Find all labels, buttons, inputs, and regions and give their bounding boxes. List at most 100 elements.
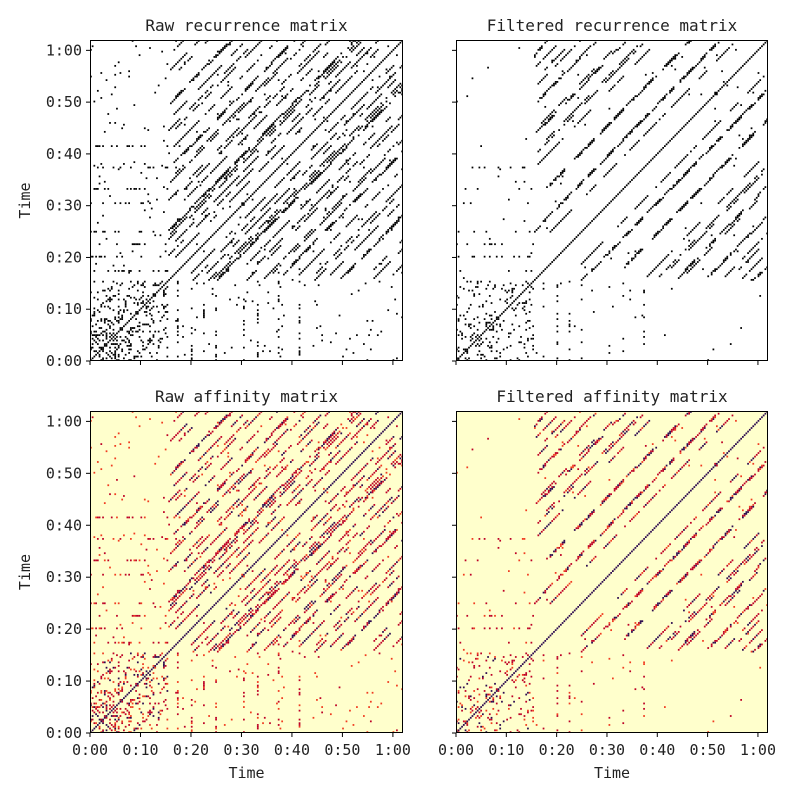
matrix-cell [207, 176, 209, 178]
matrix-cell [354, 104, 356, 106]
matrix-cell [524, 290, 526, 292]
matrix-cell [683, 174, 685, 176]
matrix-cell [104, 715, 106, 717]
matrix-cell [728, 47, 730, 49]
matrix-cell [354, 201, 356, 203]
matrix-cell [203, 309, 205, 311]
matrix-cell [250, 220, 252, 222]
matrix-cell [288, 188, 290, 190]
matrix-cell [194, 108, 196, 110]
matrix-cell [247, 54, 249, 56]
matrix-cell [558, 176, 560, 178]
matrix-cell [567, 195, 569, 197]
matrix-cell [505, 309, 507, 311]
matrix-cell [619, 242, 621, 244]
matrix-cell [593, 44, 595, 46]
matrix-cell [353, 49, 355, 51]
matrix-cell [335, 76, 337, 78]
matrix-cell [330, 63, 332, 65]
matrix-cell [484, 256, 486, 258]
matrix-cell [386, 201, 388, 203]
matrix-cell [248, 86, 250, 88]
matrix-cell [311, 208, 313, 210]
matrix-cell [123, 309, 125, 311]
matrix-cell [726, 161, 728, 163]
matrix-cell [543, 95, 545, 97]
matrix-cell [231, 102, 233, 104]
matrix-cell [398, 92, 400, 94]
matrix-cell [661, 261, 663, 263]
matrix-cell [213, 136, 215, 138]
matrix-cell [328, 190, 330, 192]
matrix-cell [570, 95, 572, 97]
matrix-cell [304, 215, 306, 217]
matrix-cell [325, 229, 327, 231]
matrix-cell [335, 252, 337, 254]
matrix-cell [311, 133, 313, 135]
matrix-cell [177, 290, 179, 292]
matrix-cell [179, 252, 181, 254]
matrix-cell [330, 138, 332, 140]
matrix-cell [139, 188, 141, 190]
matrix-cell [217, 197, 219, 199]
matrix-cell [496, 316, 498, 318]
matrix-cell [316, 83, 318, 85]
matrix-cell [386, 136, 388, 138]
matrix-cell [293, 110, 295, 112]
matrix-cell [172, 231, 174, 233]
matrix-cell [723, 259, 725, 261]
matrix-cell [196, 201, 198, 203]
matrix-cell [340, 199, 342, 201]
matrix-cell [596, 247, 598, 249]
matrix-cell [396, 206, 398, 208]
matrix-cell [664, 334, 666, 336]
matrix-cell [588, 99, 590, 101]
matrix-cell [706, 102, 708, 104]
matrix-cell [337, 154, 339, 156]
matrix-cell [638, 252, 640, 254]
matrix-cell [459, 270, 461, 272]
matrix-cell [245, 104, 247, 106]
matrix-cell [337, 206, 339, 208]
matrix-cell [302, 206, 304, 208]
matrix-cell [286, 270, 288, 272]
matrix-cell [191, 357, 193, 359]
matrix-cell [335, 188, 337, 190]
matrix-cell [240, 56, 242, 58]
matrix-cell [200, 247, 202, 249]
matrix-cell [465, 350, 467, 352]
matrix-cell [139, 54, 141, 56]
matrix-cell [583, 149, 585, 151]
matrix-cell [340, 263, 342, 265]
matrix-cell [316, 272, 318, 274]
matrix-cell [761, 170, 763, 172]
matrix-cell [236, 193, 238, 195]
matrix-cell [351, 51, 353, 53]
matrix-cell [459, 315, 461, 317]
matrix-cell [602, 242, 604, 244]
matrix-cell [250, 245, 252, 247]
matrix-cell [718, 122, 720, 124]
matrix-cell [210, 61, 212, 63]
matrix-cell [631, 147, 633, 149]
matrix-cell [314, 279, 316, 281]
matrix-cell [733, 224, 735, 226]
matrix-cell [693, 227, 695, 229]
matrix-cell [752, 266, 754, 268]
matrix-cell [761, 174, 763, 176]
matrix-cell [154, 331, 156, 333]
matrix-cell [280, 229, 282, 231]
matrix-cell [107, 354, 109, 356]
matrix-cell [673, 184, 675, 186]
matrix-cell [669, 218, 671, 220]
matrix-cell [238, 252, 240, 254]
matrix-cell [570, 242, 572, 244]
matrix-cell [683, 176, 685, 178]
matrix-cell [238, 58, 240, 60]
matrix-cell [260, 140, 262, 142]
matrix-cell [295, 197, 297, 199]
matrix-cell [692, 263, 694, 265]
matrix-cell [295, 99, 297, 101]
matrix-cell [118, 719, 120, 721]
matrix-cell [588, 111, 590, 113]
